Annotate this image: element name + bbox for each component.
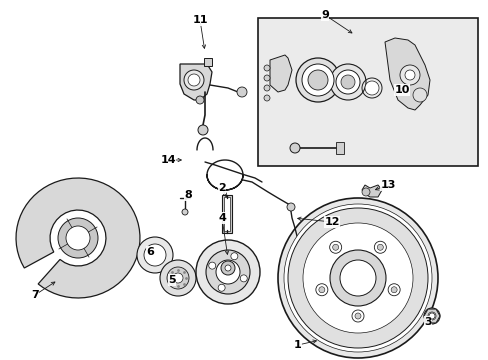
Text: 1: 1 <box>293 340 301 350</box>
Circle shape <box>58 218 98 258</box>
Circle shape <box>278 198 437 358</box>
Circle shape <box>264 95 269 101</box>
Text: 3: 3 <box>423 317 431 327</box>
Circle shape <box>198 125 207 135</box>
Circle shape <box>361 188 369 196</box>
Circle shape <box>137 237 173 273</box>
Circle shape <box>208 262 215 269</box>
Circle shape <box>307 70 327 90</box>
Polygon shape <box>361 185 381 197</box>
Polygon shape <box>384 38 429 110</box>
Circle shape <box>287 208 427 348</box>
Circle shape <box>66 226 90 250</box>
Circle shape <box>302 64 333 96</box>
Text: 7: 7 <box>31 290 39 300</box>
Circle shape <box>374 241 386 253</box>
Circle shape <box>289 143 299 153</box>
Circle shape <box>354 313 360 319</box>
Text: 4: 4 <box>218 213 225 223</box>
Circle shape <box>264 85 269 91</box>
Circle shape <box>351 310 363 322</box>
Bar <box>258 18 477 166</box>
Circle shape <box>329 250 385 306</box>
Circle shape <box>428 313 434 319</box>
Circle shape <box>286 203 294 211</box>
Circle shape <box>315 284 327 296</box>
Circle shape <box>218 284 224 291</box>
Circle shape <box>427 312 435 320</box>
Bar <box>203 58 212 66</box>
Text: 8: 8 <box>184 190 191 200</box>
Bar <box>335 142 343 154</box>
Circle shape <box>221 261 235 275</box>
Text: 13: 13 <box>380 180 395 190</box>
Circle shape <box>240 275 247 282</box>
Circle shape <box>216 260 240 284</box>
Circle shape <box>284 204 431 352</box>
Bar <box>222 195 231 233</box>
Circle shape <box>303 223 412 333</box>
Circle shape <box>237 87 246 97</box>
Circle shape <box>387 284 399 296</box>
Circle shape <box>412 88 426 102</box>
Circle shape <box>399 65 419 85</box>
Circle shape <box>329 64 365 100</box>
Text: 6: 6 <box>146 247 154 257</box>
Polygon shape <box>269 55 291 92</box>
Circle shape <box>340 75 354 89</box>
Circle shape <box>295 58 339 102</box>
Circle shape <box>205 250 249 294</box>
Circle shape <box>339 260 375 296</box>
Circle shape <box>377 244 383 250</box>
Text: 5: 5 <box>168 275 176 285</box>
Circle shape <box>196 240 260 304</box>
Bar <box>224 197 229 231</box>
Text: 2: 2 <box>218 183 225 193</box>
Circle shape <box>173 273 183 283</box>
Circle shape <box>167 267 189 289</box>
Circle shape <box>332 244 338 250</box>
Circle shape <box>183 70 203 90</box>
Circle shape <box>390 287 396 293</box>
Text: 12: 12 <box>324 217 339 227</box>
Circle shape <box>318 287 324 293</box>
Circle shape <box>187 74 200 86</box>
Circle shape <box>224 265 230 271</box>
Circle shape <box>143 244 165 266</box>
Text: 10: 10 <box>393 85 409 95</box>
Polygon shape <box>16 178 140 298</box>
Text: 11: 11 <box>192 15 207 25</box>
Circle shape <box>196 96 203 104</box>
Circle shape <box>182 209 187 215</box>
Text: 9: 9 <box>321 10 328 20</box>
Circle shape <box>230 253 237 260</box>
Polygon shape <box>180 64 212 100</box>
Polygon shape <box>423 309 439 323</box>
Circle shape <box>404 70 414 80</box>
Circle shape <box>335 70 359 94</box>
Circle shape <box>160 260 196 296</box>
Circle shape <box>364 81 378 95</box>
Circle shape <box>264 75 269 81</box>
Circle shape <box>264 65 269 71</box>
Text: 14: 14 <box>160 155 176 165</box>
Circle shape <box>423 308 439 324</box>
Circle shape <box>329 241 341 253</box>
